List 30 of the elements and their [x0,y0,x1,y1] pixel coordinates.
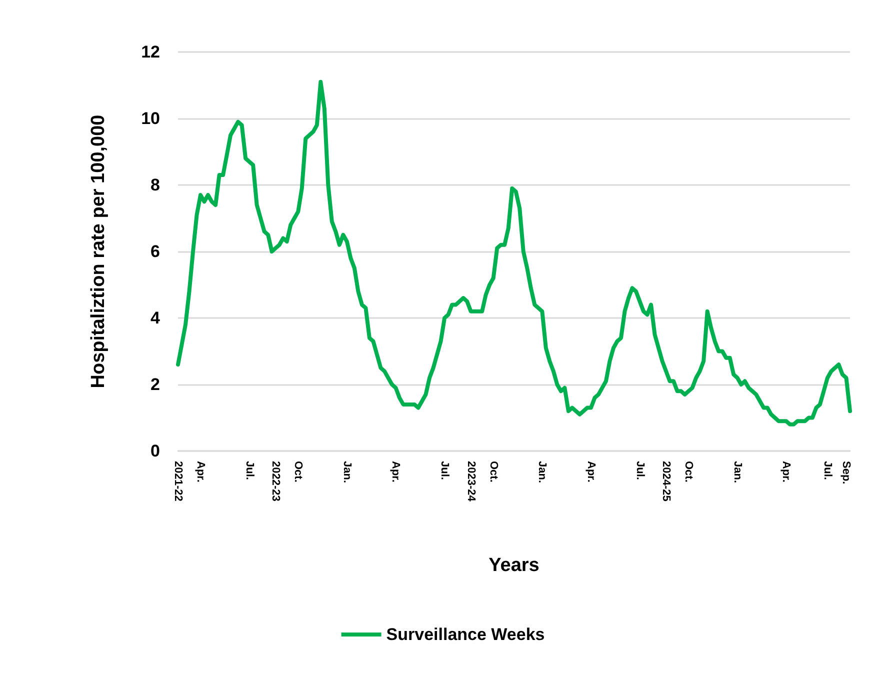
x-tick-label: 2022-23 [270,461,282,502]
x-tick-label: Oct. [682,461,695,482]
legend-label: Surveillance Weeks [386,625,545,644]
x-tick-label: Jul. [243,461,256,480]
line-series [176,80,852,426]
y-tick-label: 0 [150,442,160,460]
x-tick-label: Jul. [634,461,646,480]
x-tick-label: Sep. [840,461,852,484]
x-tick-label: Jan. [340,461,353,484]
y-tick-label: 12 [141,42,160,62]
x-tick-label: Apr. [194,461,207,482]
x-tick-label: 2024-25 [660,461,672,502]
x-tick-label: 2021-22 [172,461,184,502]
x-tick-label: 2023-24 [464,461,477,502]
x-tick-label: Jul. [438,461,451,480]
y-tick-label: 2 [150,375,160,394]
x-tick-label: Jan. [731,461,744,484]
y-tick-label: 10 [141,109,160,128]
y-tick-label: 8 [150,176,160,194]
x-tick-label: Apr. [584,461,597,482]
y-tick-label: 6 [150,242,160,261]
x-axis-title: Years [488,555,540,576]
x-tick-label: Jan. [536,461,548,484]
x-tick-label: Apr. [780,461,792,482]
x-tick-label: Jul. [821,461,834,480]
y-axis-title: Hospitaliztion rate per 100,000 [88,114,109,388]
x-tick-label: Apr. [390,461,402,482]
x-tick-label: Oct. [292,461,304,482]
y-tick-label: 4 [150,308,161,328]
x-tick-label: Oct. [487,461,500,482]
